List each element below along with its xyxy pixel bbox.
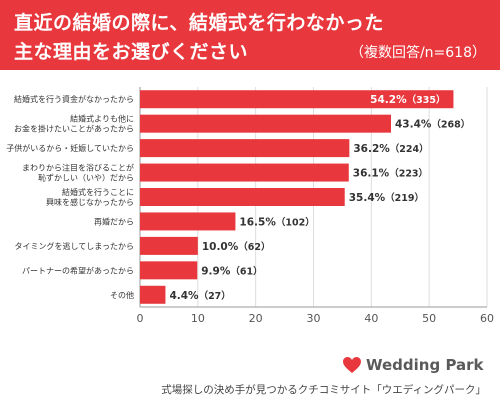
x-tick-label: 10 [191,312,205,325]
bar-chart: 0 10 20 30 40 50 60 結婚式を行う資金がなかったから 54.2%（335） 結婚… [6,87,494,325]
category-label: 結婚式を行うことに [62,187,134,197]
logo-text: Wedding Park [366,356,484,374]
bar [140,212,236,231]
category-label: 恥ずかしい（いや）だから [38,173,134,183]
category-label: 再婚だから [94,216,134,226]
category-label: お金を掛けたいことがあったから [14,124,134,134]
bar [140,90,454,109]
bar [140,236,198,255]
x-tick-label: 60 [480,312,494,325]
data-label: 9.9%（61） [201,265,262,277]
data-label: 43.4%（268） [395,119,470,131]
bar [140,114,391,133]
category-label: その他 [110,290,134,300]
data-label: 16.5%（102） [239,216,314,228]
wedding-park-logo: Wedding Park [342,356,484,374]
bar [140,261,198,280]
data-label: 36.2%（224） [353,143,428,155]
x-tick-label: 20 [249,312,263,325]
category-label: パートナーの希望があったから [22,265,134,275]
x-tick-label: 50 [422,312,436,325]
category-label: まわりから注目を浴びることが [22,163,134,173]
category-label: 結婚式よりも他に [70,114,134,124]
category-label: 結婚式を行う資金がなかったから [14,94,134,104]
bar [140,285,166,304]
chart-title-line-1: 直近の結婚の際に、結婚式を行わなかった [14,12,384,34]
category-label: 子供がいるから・妊娠していたから [6,143,134,153]
chart-title-line-2: 主な理由をお選びください [14,41,249,63]
x-tick-label: 40 [364,312,378,325]
category-label: タイミングを逃してしまったから [15,241,134,251]
bar [140,139,350,158]
footer-caption: 式場探しの決め手が見つかるクチコミサイト「ウエディングパーク」 [161,384,486,396]
category-label: 興味を感じなかったから [46,197,134,207]
chart-header: 直近の結婚の際に、結婚式を行わなかった 主な理由をお選びください （複数回答/n… [0,0,500,70]
data-label: 54.2%（335） [370,94,445,106]
data-label: 4.4%（27） [169,290,230,302]
x-tick-label: 30 [307,312,321,325]
data-label: 35.4%（219） [349,192,424,204]
heart-icon [343,357,361,373]
data-label: 36.1%（223） [353,168,428,180]
data-label: 10.0%（62） [202,241,271,253]
bar [140,163,349,182]
bar [140,188,345,206]
x-tick-label: 0 [137,312,144,325]
chart-subtitle: （複数回答/n=618） [349,45,486,61]
